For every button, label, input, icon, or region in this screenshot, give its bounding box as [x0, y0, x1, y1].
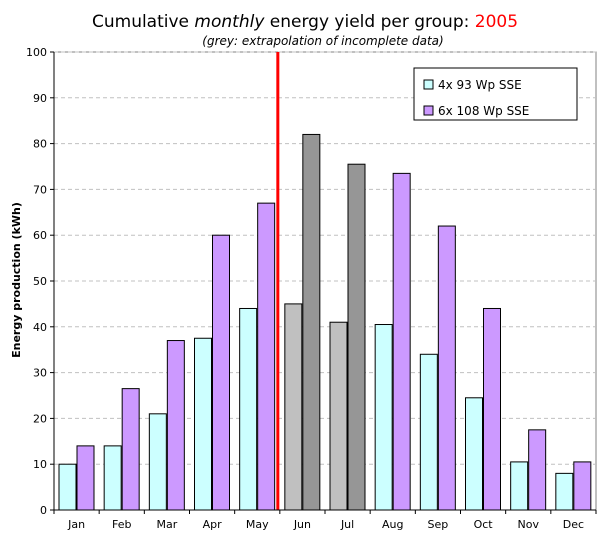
chart-subtitle: (grey: extrapolation of incomplete data)	[202, 34, 443, 48]
bar-4x-93wp-apr	[194, 337, 212, 511]
bar-4x-93wp-may	[239, 307, 258, 511]
bar-4x-93wp-oct	[465, 397, 483, 511]
chart-title-suffix: energy yield per group:	[264, 12, 474, 32]
x-tick-label-nov: Nov	[518, 518, 540, 531]
bar-4x-93wp-feb	[103, 445, 122, 511]
bar-4x-93wp-mar	[148, 413, 167, 511]
chart-title-year: 2005	[475, 12, 518, 32]
y-axis-label: Energy production (kWh)	[10, 202, 23, 358]
axes: 0 10 20 30 40 50 60 70 80 90 100 Jan Feb Mar Apr May Jun…	[26, 46, 597, 531]
legend-swatch-1	[423, 79, 434, 90]
bar-6x-108wp-mar	[166, 340, 185, 511]
bar-6x-108wp-may	[257, 202, 276, 511]
y-tick-label: 10	[33, 458, 47, 471]
bar-4x-93wp-nov	[510, 461, 529, 511]
x-tick-label-oct: Oct	[474, 518, 494, 531]
x-tick-label-aug: Aug	[382, 518, 403, 531]
y-tick-label: 50	[33, 275, 47, 288]
y-tick-label: 70	[33, 183, 47, 196]
x-tick-label-mar: Mar	[157, 518, 178, 531]
chart-title-italic: monthly	[194, 12, 265, 32]
bar-4x-93wp-jun	[284, 303, 303, 511]
y-tick-label: 60	[33, 229, 47, 242]
bar-4x-93wp-jan	[58, 463, 77, 511]
y-tick-label: 40	[33, 321, 47, 334]
y-tick-label: 20	[33, 412, 47, 425]
y-tick-label: 0	[40, 504, 47, 517]
y-tick-label: 80	[33, 138, 47, 151]
bar-4x-93wp-jul	[329, 321, 348, 511]
legend: 4x 93 Wp SSE 6x 108 Wp SSE	[413, 67, 578, 121]
legend-label-1: 4x 93 Wp SSE	[438, 78, 522, 92]
x-tick-label-jul: Jul	[340, 518, 354, 531]
bar-6x-108wp-apr	[212, 234, 230, 511]
legend-label-2: 6x 108 Wp SSE	[438, 104, 529, 118]
x-tick-label-apr: Apr	[203, 518, 223, 531]
bar-6x-108wp-dec	[573, 461, 592, 511]
chart-title-prefix: Cumulative	[92, 12, 194, 32]
y-tick-label: 30	[33, 367, 47, 380]
bar-6x-108wp-jun	[302, 133, 321, 511]
x-tick-label-may: May	[246, 518, 269, 531]
y-tick-label: 100	[26, 46, 47, 59]
bar-6x-108wp-aug	[392, 172, 411, 511]
bar-6x-108wp-jul	[347, 163, 366, 511]
bar-6x-108wp-sep	[437, 225, 456, 511]
bar-6x-108wp-nov	[528, 429, 547, 511]
bar-6x-108wp-oct	[483, 307, 501, 511]
chart-title: Cumulative monthly energy yield per grou…	[92, 12, 518, 32]
bar-6x-108wp-jan	[76, 445, 95, 511]
x-tick-label-dec: Dec	[563, 518, 584, 531]
x-tick-label-jan: Jan	[67, 518, 85, 531]
x-tick-label-sep: Sep	[428, 518, 449, 531]
plot-area	[58, 52, 592, 511]
legend-box	[413, 67, 578, 121]
bar-4x-93wp-dec	[555, 472, 574, 511]
bar-4x-93wp-sep	[419, 353, 438, 511]
bar-6x-108wp-feb	[121, 388, 140, 511]
x-tick-label-feb: Feb	[112, 518, 131, 531]
y-tick-label: 90	[33, 92, 47, 105]
bar-4x-93wp-aug	[374, 324, 393, 511]
x-tick-label-jun: Jun	[293, 518, 311, 531]
legend-swatch-2	[423, 105, 434, 116]
